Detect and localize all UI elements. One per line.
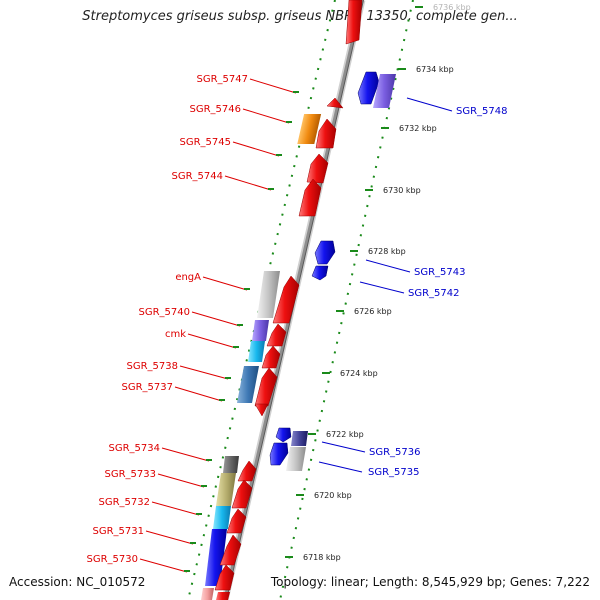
gene-sgr5743[interactable]	[314, 240, 336, 265]
gene-sgr5745[interactable]	[315, 118, 337, 149]
reverse-gene-label[interactable]: SGR_5742	[408, 288, 460, 299]
gene-sgr5744a[interactable]	[306, 153, 329, 184]
gene-bottom-pink[interactable]	[201, 588, 214, 600]
gene-enga-red[interactable]	[272, 275, 300, 324]
forward-gene-label[interactable]: SGR_5744	[172, 171, 224, 182]
kbp-ticks: 6736 kbp 6734 kbp 6732 kbp 6730 kbp 6728 kbp…	[184, 3, 471, 572]
gene-sgr5735-gray[interactable]	[286, 447, 306, 471]
gene-sgr5748-purple[interactable]	[373, 74, 396, 108]
accession-text: Accession: NC_010572	[9, 575, 146, 589]
gene-sgr5731-red[interactable]	[219, 534, 242, 566]
kbp-tick-label: 6726 kbp	[354, 307, 392, 316]
gene-sgr5732-red[interactable]	[226, 508, 247, 534]
gene-sgr5735-blue[interactable]	[269, 442, 289, 466]
kbp-tick-label: 6728 kbp	[368, 247, 406, 256]
forward-genes	[201, 0, 363, 600]
kbp-tick-label: 6720 kbp	[314, 491, 352, 500]
gene-sgr5733-red[interactable]	[231, 479, 253, 509]
reverse-genes	[269, 71, 396, 471]
gene-sgr5740[interactable]	[252, 320, 269, 341]
gene-cmk-red[interactable]	[261, 345, 281, 369]
forward-gene-label[interactable]: SGR_5737	[122, 382, 174, 393]
gene-bottom-red[interactable]	[216, 592, 230, 600]
gene-sgr5744b[interactable]	[298, 178, 322, 217]
reverse-gene-label[interactable]: SGR_5736	[369, 447, 421, 458]
forward-gene-label[interactable]: SGR_5746	[190, 104, 242, 115]
gene-sgr5734[interactable]	[223, 456, 239, 473]
gene-sgr5736-blue[interactable]	[275, 427, 292, 443]
forward-gene-label[interactable]: SGR_5747	[197, 74, 249, 85]
forward-label-connectors	[139, 78, 297, 573]
kbp-tick-label: 6718 kbp	[303, 553, 341, 562]
genome-summary-text: Topology: linear; Length: 8,545,929 bp; …	[270, 575, 590, 589]
forward-gene-label[interactable]: SGR_5738	[127, 361, 179, 372]
forward-gene-label[interactable]: SGR_5734	[109, 443, 161, 454]
reverse-label-connectors	[318, 97, 453, 473]
kbp-tick-label: 6734 kbp	[416, 65, 454, 74]
gene-labels: SGR_5747 SGR_5746 SGR_5745 SGR_5744 engA SGR_…	[87, 74, 508, 565]
gene-sgr5742[interactable]	[311, 265, 329, 281]
forward-gene-label[interactable]: cmk	[165, 329, 186, 340]
forward-gene-label[interactable]: SGR_5732	[99, 497, 151, 508]
gene-enga-gray[interactable]	[257, 271, 280, 318]
gene-sgr5732[interactable]	[213, 506, 231, 529]
gene-sgr5736-navy[interactable]	[291, 431, 308, 446]
gene-sgr5746[interactable]	[297, 114, 322, 144]
reverse-strand-scale	[279, 0, 414, 600]
gene-sgr5734-red[interactable]	[237, 460, 257, 482]
gene-sgr5737-red[interactable]	[254, 367, 278, 407]
kbp-tick-label: 6736 kbp	[433, 3, 471, 12]
reverse-gene-label[interactable]: SGR_5735	[368, 467, 420, 478]
forward-gene-label[interactable]: engA	[175, 272, 201, 283]
reverse-gene-label[interactable]: SGR_5748	[456, 106, 508, 117]
gene-sgr5737-red2[interactable]	[254, 403, 269, 417]
forward-gene-label[interactable]: SGR_5730	[87, 554, 139, 565]
gene-sgr5738[interactable]	[237, 366, 259, 403]
kbp-tick-label: 6722 kbp	[326, 430, 364, 439]
gene-sgr5730-red[interactable]	[214, 564, 235, 591]
forward-gene-label[interactable]: SGR_5745	[180, 137, 232, 148]
gene-sgr5747-arrow[interactable]	[326, 97, 344, 109]
kbp-tick-label: 6730 kbp	[383, 186, 421, 195]
gene-forward-top[interactable]	[345, 0, 363, 45]
gene-sgr5740-red[interactable]	[266, 323, 287, 347]
forward-gene-label[interactable]: SGR_5740	[139, 307, 191, 318]
kbp-tick-label: 6724 kbp	[340, 369, 378, 378]
reverse-gene-label[interactable]: SGR_5743	[414, 267, 466, 278]
forward-gene-label[interactable]: SGR_5731	[93, 526, 145, 537]
kbp-tick-label: 6732 kbp	[399, 124, 437, 133]
gene-cmk[interactable]	[248, 341, 265, 362]
gene-sgr5748-blue[interactable]	[357, 71, 380, 105]
gene-sgr5733[interactable]	[216, 473, 236, 506]
forward-gene-label[interactable]: SGR_5733	[105, 469, 157, 480]
